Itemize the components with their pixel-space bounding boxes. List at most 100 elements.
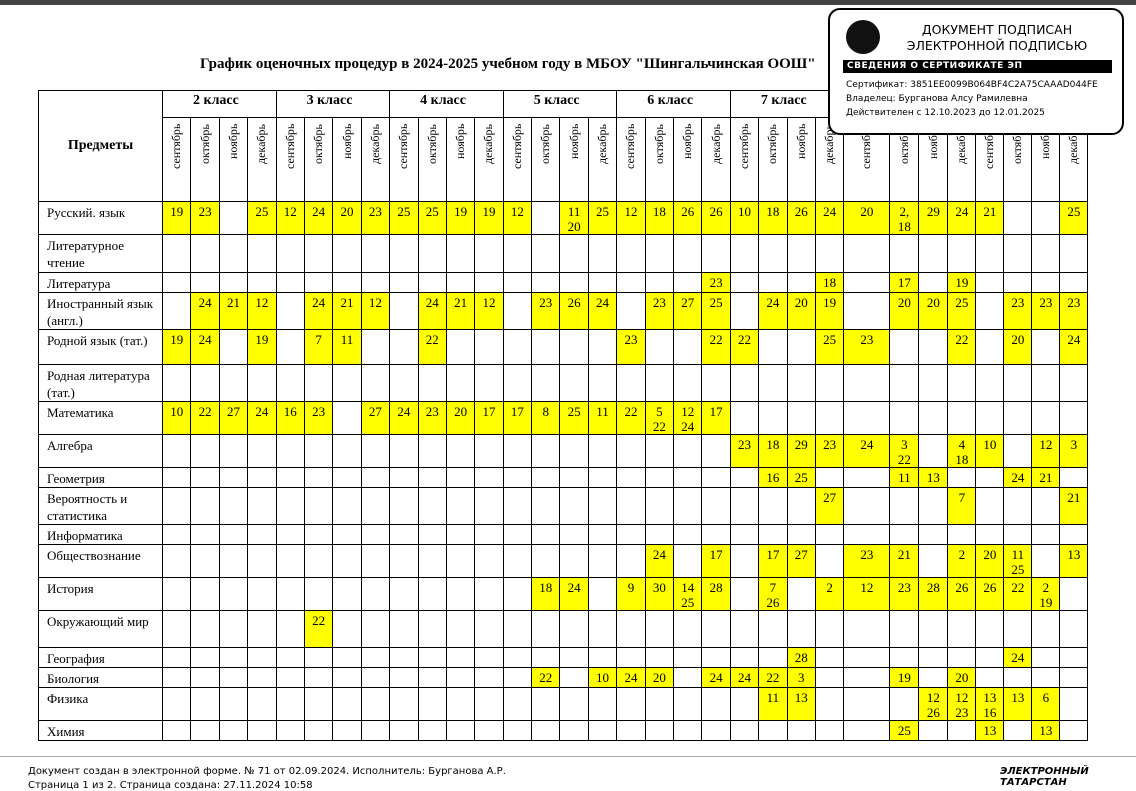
subject: Геометрия — [38, 467, 163, 488]
date-cell — [474, 364, 504, 402]
date-cell: 19 — [161, 329, 192, 365]
subject: История — [38, 577, 163, 611]
month-label: декабрь — [254, 124, 269, 164]
date-cell — [786, 272, 816, 293]
date-cell — [616, 647, 646, 668]
date-cell — [161, 687, 192, 721]
date-cell — [843, 401, 891, 435]
month-label: декабрь — [367, 124, 382, 164]
date-cell: 23 — [616, 329, 646, 365]
date-cell — [1031, 647, 1061, 668]
date-cell — [559, 720, 589, 741]
date-cell — [502, 667, 533, 688]
date-cell: 24 — [587, 292, 618, 330]
date-cell: 19 — [947, 272, 977, 293]
subject-row: Русский. язык 19 23 25 12 24 20 23 25 25 19 19 12 11 … — [38, 201, 1089, 235]
month-cell: сентябрь — [275, 117, 305, 202]
date-cell — [729, 577, 760, 611]
date-cell — [1031, 667, 1061, 688]
date-cell — [247, 272, 277, 293]
date-cell — [729, 720, 760, 741]
date-cell: 13 — [1003, 687, 1033, 721]
date-cell — [673, 720, 703, 741]
date-cell — [502, 577, 533, 611]
date-cell — [190, 524, 220, 545]
date-cell — [1003, 720, 1033, 741]
date-cell — [218, 524, 249, 545]
date-cell — [218, 234, 249, 273]
date-cell — [161, 234, 192, 273]
date-cell — [587, 577, 618, 611]
date-cell — [587, 610, 618, 648]
date-cell — [673, 364, 703, 402]
date-cell: 9 — [616, 577, 646, 611]
date-cell — [587, 544, 618, 578]
date-cell: 26 — [786, 201, 816, 235]
date-cell — [1031, 544, 1061, 578]
date-cell — [1003, 434, 1033, 468]
month-label: ноябрь — [453, 124, 468, 160]
date-cell — [889, 610, 920, 648]
date-cell — [161, 467, 192, 488]
date-cell: 24 — [1003, 467, 1033, 488]
month-label: декабрь — [822, 124, 837, 164]
subject-row: Геометрия 16 25 11 13 24 21 — [38, 467, 1089, 488]
date-cell — [786, 524, 816, 545]
date-cell: 13 — [975, 720, 1005, 741]
date-cell: 3 22 — [889, 434, 920, 468]
date-cell — [474, 434, 504, 468]
date-cell — [644, 647, 675, 668]
date-cell — [814, 364, 845, 402]
date-cell — [445, 647, 476, 668]
date-cell: 13 — [1031, 720, 1061, 741]
date-cell — [889, 487, 920, 525]
month-label: октябрь — [765, 124, 780, 164]
month-label: октябрь — [197, 124, 212, 164]
footer-line: Страница 1 из 2. Страница создана: 27.11… — [28, 780, 313, 791]
date-cell: 25 — [587, 201, 618, 235]
date-cell: 11 — [587, 401, 618, 435]
date-cell — [161, 610, 192, 648]
date-cell: 26 — [701, 201, 731, 235]
date-cell — [814, 687, 845, 721]
date-cell: 26 — [975, 577, 1005, 611]
date-cell — [303, 234, 334, 273]
schedule-table: Предметы 2 класс 3 класс 4 класс 5 класс 6 кл… — [38, 90, 1089, 741]
date-cell — [559, 234, 589, 273]
date-cell — [918, 329, 949, 365]
date-cell — [644, 364, 675, 402]
date-cell: 6 — [1031, 687, 1061, 721]
date-cell: 24 — [247, 401, 277, 435]
date-cell: 18 — [758, 201, 788, 235]
month-label: декабрь — [595, 124, 610, 164]
date-cell: 25 — [947, 292, 977, 330]
month-cell: сентябрь — [729, 117, 760, 202]
date-cell: 17 — [889, 272, 920, 293]
date-cell — [445, 467, 476, 488]
date-cell — [474, 647, 504, 668]
date-cell: 22 — [701, 329, 731, 365]
month-cell: сентябрь — [389, 117, 419, 202]
date-cell — [975, 292, 1005, 330]
date-cell — [889, 329, 920, 365]
date-cell — [332, 577, 362, 611]
date-cell — [275, 667, 305, 688]
date-cell — [701, 524, 731, 545]
date-cell — [843, 524, 891, 545]
date-cell: 13 — [918, 467, 949, 488]
date-cell — [218, 667, 249, 688]
month-label: октябрь — [538, 124, 553, 164]
date-cell — [417, 487, 447, 525]
date-cell — [786, 610, 816, 648]
date-cell — [218, 647, 249, 668]
date-cell — [1059, 647, 1089, 668]
date-cell — [531, 272, 561, 293]
signature-stamp: ДОКУМЕНТ ПОДПИСАН ЭЛЕКТРОННОЙ ПОДПИСЬЮ С… — [828, 8, 1124, 135]
date-cell — [502, 434, 533, 468]
subject-row: Литературное чтение — [38, 234, 1089, 273]
date-cell — [1003, 234, 1033, 273]
date-cell — [218, 272, 249, 293]
date-cell — [616, 234, 646, 273]
date-cell — [275, 687, 305, 721]
